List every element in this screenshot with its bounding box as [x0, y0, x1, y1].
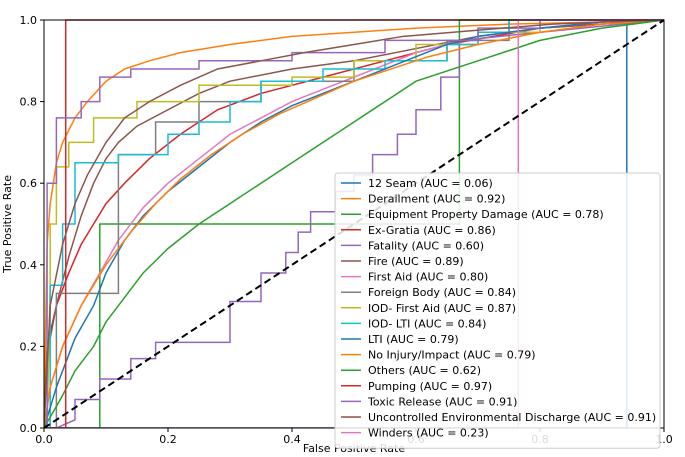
legend-entry: Fire (AUC = 0.89): [368, 255, 464, 268]
legend-entry: Fatality (AUC = 0.60): [368, 239, 484, 252]
legend: 12 Seam (AUC = 0.06) Derailment (AUC = 0.…: [334, 172, 661, 449]
legend-entry: Toxic Release (AUC = 0.91): [367, 395, 517, 408]
legend-entry: Equipment Property Damage (AUC = 0.78): [368, 208, 604, 221]
series-line-13: [44, 19, 664, 428]
series-line-16: [44, 19, 664, 428]
series-line-11: [44, 19, 664, 428]
y-tick-label: 0.0: [20, 422, 38, 435]
y-tick-label: 0.6: [20, 177, 38, 190]
legend-entry: LTI (AUC = 0.79): [368, 333, 459, 346]
legend-entry: Winders (AUC = 0.23): [368, 427, 489, 440]
y-tick-label: 1.0: [20, 14, 38, 27]
y-tick-label: 0.2: [20, 340, 38, 353]
y-axis-label: True Positive Rate: [1, 175, 14, 274]
legend-entry: No Injury/Impact (AUC = 0.79): [368, 349, 536, 362]
series-line-15: [44, 19, 664, 428]
series-line-5: [44, 19, 664, 428]
legend-entry: First Aid (AUC = 0.80): [368, 271, 488, 284]
legend-entry: Pumping (AUC = 0.97): [368, 380, 492, 393]
legend-entry: IOD- First Aid (AUC = 0.87): [368, 302, 516, 315]
y-tick-label: 0.8: [20, 96, 38, 109]
legend-entry: Others (AUC = 0.62): [368, 364, 481, 377]
legend-box: [334, 172, 661, 449]
series-line-4: [44, 19, 664, 428]
x-tick-label: 0.2: [159, 433, 177, 446]
series-line-2: [44, 19, 664, 428]
legend-entry: 12 Seam (AUC = 0.06): [368, 177, 493, 190]
x-tick-label: 0.4: [283, 433, 301, 446]
legend-entry: Derailment (AUC = 0.92): [368, 193, 505, 206]
legend-entry: Foreign Body (AUC = 0.84): [368, 286, 516, 299]
y-tick-label: 0.4: [20, 259, 38, 272]
chance-diagonal-line: [44, 19, 664, 428]
legend-entry: Uncontrolled Environmental Discharge (AU…: [368, 411, 656, 424]
legend-entry: Ex-Gratia (AUC = 0.86): [368, 224, 496, 237]
legend-entry: IOD- LTI (AUC = 0.84): [368, 317, 486, 330]
series-line-12: [44, 19, 664, 428]
x-tick-label: 0.0: [35, 433, 53, 446]
series-line-6: [44, 19, 664, 428]
